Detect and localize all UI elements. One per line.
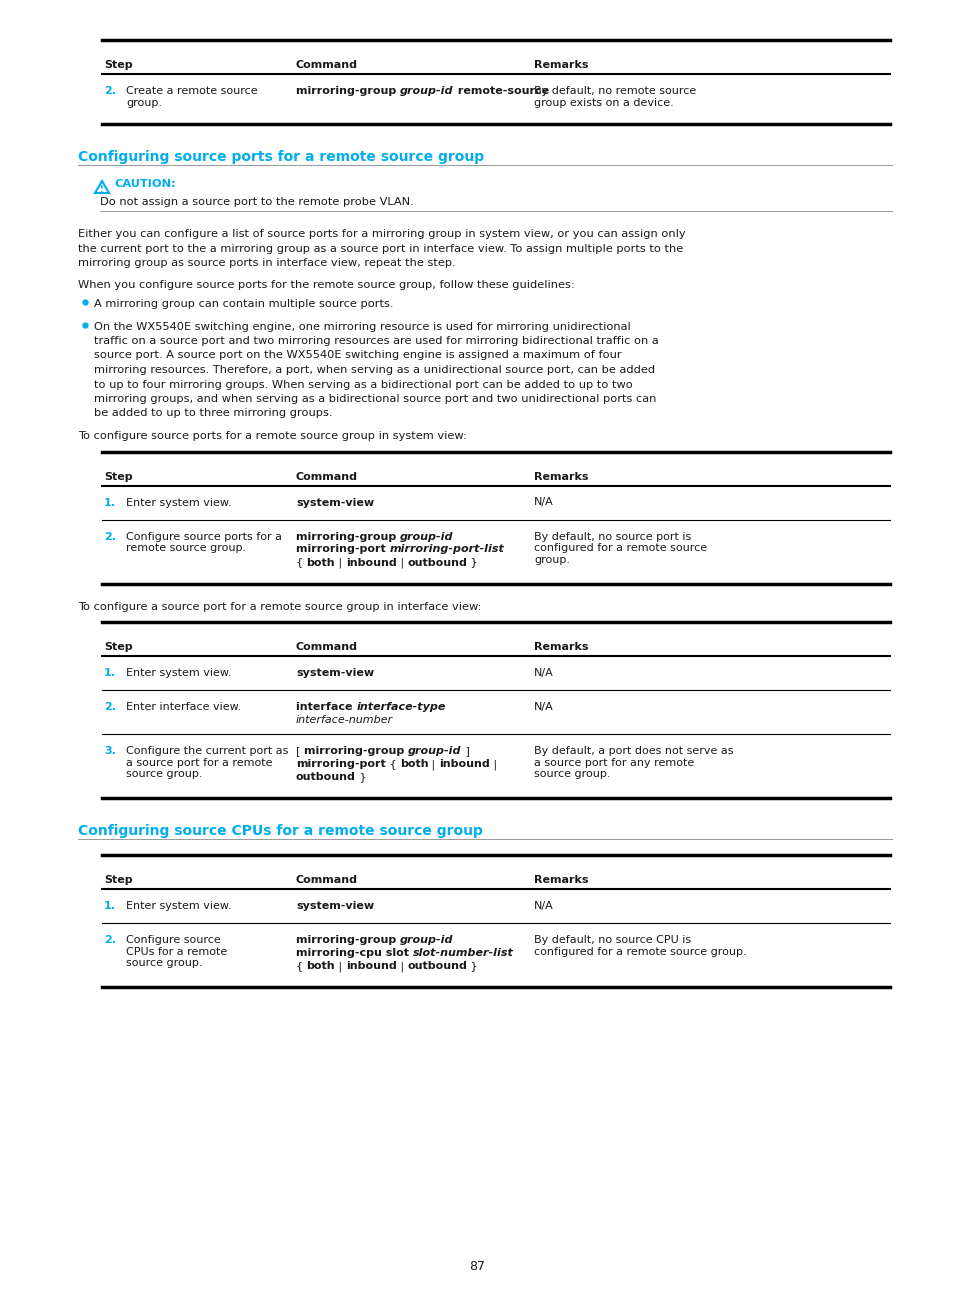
Text: interface-type: interface-type: [356, 702, 445, 712]
Text: Step: Step: [104, 875, 132, 885]
Text: [: [: [295, 746, 304, 756]
Text: mirroring-group: mirroring-group: [295, 531, 399, 542]
Text: Configuring source CPUs for a remote source group: Configuring source CPUs for a remote sou…: [78, 824, 482, 839]
Text: Enter system view.: Enter system view.: [126, 901, 232, 911]
Text: slot-number-list: slot-number-list: [413, 947, 514, 958]
Text: Command: Command: [295, 642, 357, 652]
Text: Command: Command: [295, 875, 357, 885]
Text: interface: interface: [295, 702, 356, 712]
Text: 2.: 2.: [104, 934, 116, 945]
Text: ]: ]: [461, 746, 469, 756]
Text: By default, no source CPU is
configured for a remote source group.: By default, no source CPU is configured …: [534, 934, 746, 956]
Text: outbound: outbound: [295, 772, 355, 781]
Text: |: |: [396, 962, 407, 972]
Text: be added to up to three mirroring groups.: be added to up to three mirroring groups…: [94, 408, 333, 419]
Text: Remarks: Remarks: [534, 472, 588, 482]
Text: Step: Step: [104, 60, 132, 70]
Text: remote-source: remote-source: [453, 86, 548, 96]
Text: Either you can configure a list of source ports for a mirroring group in system : Either you can configure a list of sourc…: [78, 229, 685, 238]
Text: To configure a source port for a remote source group in interface view:: To configure a source port for a remote …: [78, 601, 481, 612]
Text: traffic on a source port and two mirroring resources are used for mirroring bidi: traffic on a source port and two mirrori…: [94, 336, 659, 346]
Text: mirroring-group: mirroring-group: [295, 934, 399, 945]
Text: Command: Command: [295, 472, 357, 482]
Text: By default, no source port is
configured for a remote source
group.: By default, no source port is configured…: [534, 531, 706, 565]
Text: CAUTION:: CAUTION:: [113, 179, 175, 189]
Text: N/A: N/A: [534, 498, 553, 508]
Text: }: }: [355, 772, 366, 781]
Text: 2.: 2.: [104, 531, 116, 542]
Text: |: |: [489, 759, 497, 770]
Text: 2.: 2.: [104, 86, 116, 96]
Text: Enter interface view.: Enter interface view.: [126, 702, 241, 712]
Text: 3.: 3.: [104, 746, 115, 756]
Text: mirroring-cpu slot: mirroring-cpu slot: [295, 947, 413, 958]
Text: On the WX5540E switching engine, one mirroring resource is used for mirroring un: On the WX5540E switching engine, one mir…: [94, 321, 630, 332]
Text: !: !: [100, 184, 104, 193]
Text: Create a remote source
group.: Create a remote source group.: [126, 86, 257, 108]
Text: group-id: group-id: [399, 86, 453, 96]
Text: |: |: [335, 962, 346, 972]
Text: Remarks: Remarks: [534, 875, 588, 885]
Text: mirroring-group: mirroring-group: [295, 86, 399, 96]
Text: system-view: system-view: [295, 667, 374, 678]
Text: group-id: group-id: [408, 746, 461, 756]
Text: {: {: [295, 557, 306, 568]
Text: system-view: system-view: [295, 901, 374, 911]
Text: 2.: 2.: [104, 702, 116, 712]
Text: Enter system view.: Enter system view.: [126, 667, 232, 678]
Text: N/A: N/A: [534, 901, 553, 911]
Text: Step: Step: [104, 642, 132, 652]
Text: Configuring source ports for a remote source group: Configuring source ports for a remote so…: [78, 150, 483, 165]
Text: both: both: [306, 962, 335, 971]
Text: mirroring group as source ports in interface view, repeat the step.: mirroring group as source ports in inter…: [78, 258, 456, 268]
Text: mirroring-port: mirroring-port: [295, 759, 385, 769]
Text: outbound: outbound: [407, 557, 467, 568]
Text: both: both: [306, 557, 335, 568]
Text: interface-number: interface-number: [295, 715, 393, 724]
Text: inbound: inbound: [346, 557, 396, 568]
Text: Configure source
CPUs for a remote
source group.: Configure source CPUs for a remote sourc…: [126, 934, 227, 968]
Text: mirroring-group: mirroring-group: [304, 746, 408, 756]
Text: group-id: group-id: [399, 531, 453, 542]
Text: inbound: inbound: [346, 962, 396, 971]
Text: N/A: N/A: [534, 702, 553, 712]
Text: 1.: 1.: [104, 901, 116, 911]
Text: To configure source ports for a remote source group in system view:: To configure source ports for a remote s…: [78, 432, 466, 441]
Text: }: }: [467, 962, 477, 971]
Text: Command: Command: [295, 60, 357, 70]
Text: Do not assign a source port to the remote probe VLAN.: Do not assign a source port to the remot…: [100, 197, 414, 207]
Text: 87: 87: [469, 1260, 484, 1273]
Text: By default, no remote source
group exists on a device.: By default, no remote source group exist…: [534, 86, 696, 108]
Text: Enter system view.: Enter system view.: [126, 498, 232, 508]
Text: 1.: 1.: [104, 667, 116, 678]
Text: system-view: system-view: [295, 498, 374, 508]
Text: |: |: [428, 759, 438, 770]
Text: source port. A source port on the WX5540E switching engine is assigned a maximum: source port. A source port on the WX5540…: [94, 350, 621, 360]
Text: both: both: [399, 759, 428, 769]
Text: mirroring-port-list: mirroring-port-list: [389, 544, 504, 555]
Text: A mirroring group can contain multiple source ports.: A mirroring group can contain multiple s…: [94, 299, 393, 308]
Text: N/A: N/A: [534, 667, 553, 678]
Text: {: {: [385, 759, 399, 769]
Text: Configure the current port as
a source port for a remote
source group.: Configure the current port as a source p…: [126, 746, 288, 779]
Text: {: {: [295, 962, 306, 971]
Text: mirroring groups, and when serving as a bidirectional source port and two unidir: mirroring groups, and when serving as a …: [94, 394, 656, 404]
Text: When you configure source ports for the remote source group, follow these guidel: When you configure source ports for the …: [78, 280, 574, 290]
Text: }: }: [467, 557, 477, 568]
Text: 1.: 1.: [104, 498, 116, 508]
Text: Step: Step: [104, 472, 132, 482]
Text: |: |: [335, 557, 346, 568]
Text: Remarks: Remarks: [534, 642, 588, 652]
Text: inbound: inbound: [438, 759, 489, 769]
Text: |: |: [396, 557, 407, 568]
Text: the current port to the a mirroring group as a source port in interface view. To: the current port to the a mirroring grou…: [78, 244, 682, 254]
Text: Remarks: Remarks: [534, 60, 588, 70]
Text: mirroring-port: mirroring-port: [295, 544, 389, 555]
Text: outbound: outbound: [407, 962, 467, 971]
Text: mirroring resources. Therefore, a port, when serving as a unidirectional source : mirroring resources. Therefore, a port, …: [94, 365, 655, 375]
Text: Configure source ports for a
remote source group.: Configure source ports for a remote sour…: [126, 531, 282, 553]
Text: By default, a port does not serve as
a source port for any remote
source group.: By default, a port does not serve as a s…: [534, 746, 733, 779]
Text: to up to four mirroring groups. When serving as a bidirectional port can be adde: to up to four mirroring groups. When ser…: [94, 380, 632, 390]
Text: group-id: group-id: [399, 934, 453, 945]
